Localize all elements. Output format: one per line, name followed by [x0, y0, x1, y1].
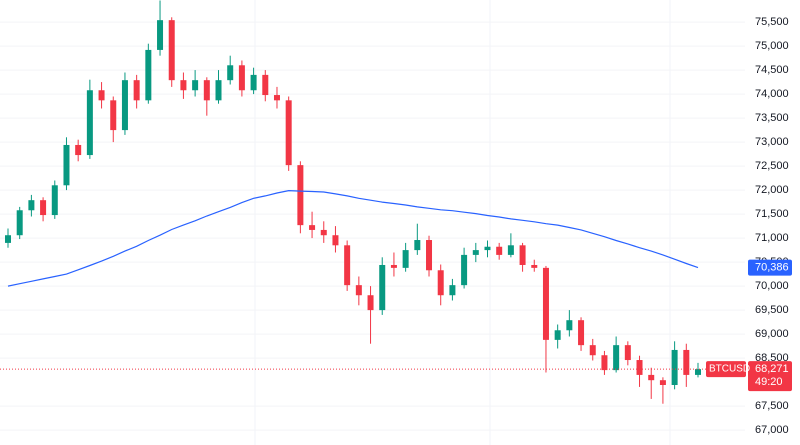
y-tick-label: 67,500 [755, 400, 789, 412]
candle-body [624, 345, 631, 361]
candle-body [390, 264, 397, 268]
candle-body [496, 246, 503, 255]
candle-body [98, 90, 105, 101]
candle-body [133, 80, 140, 101]
candle-body [227, 65, 234, 81]
candle-body [484, 246, 491, 251]
y-tick-label: 75,500 [755, 16, 789, 28]
candle-body [554, 330, 561, 340]
candle-body [461, 254, 468, 286]
price-label: 68,271 [755, 363, 789, 375]
candle-body [40, 200, 47, 216]
candle-body [121, 80, 128, 131]
candle-body [203, 80, 210, 101]
candle-body [695, 369, 701, 375]
ma-label-bg [748, 259, 792, 276]
candle-body [519, 245, 526, 265]
y-tick-label: 75,000 [755, 40, 789, 52]
candle-body [531, 264, 538, 268]
y-tick-label: 74,500 [755, 64, 789, 76]
candle-body [110, 100, 117, 131]
candle-body [192, 80, 199, 91]
candle-body [145, 49, 152, 101]
candle-body [683, 349, 690, 375]
candle-body [367, 295, 374, 311]
candle-body [355, 285, 362, 296]
candle-body [472, 250, 479, 255]
candle-body [344, 245, 351, 286]
candle-body [566, 320, 573, 331]
candle-body [180, 80, 187, 91]
candle-body [86, 90, 93, 156]
candle-body [601, 355, 608, 371]
candle-body [75, 144, 82, 156]
candle-body [215, 80, 222, 101]
candle-body [449, 285, 456, 296]
candle-body [613, 345, 620, 371]
candle-body [157, 20, 164, 50]
candle-body [402, 250, 409, 268]
candle-body [51, 185, 58, 216]
candle-body [659, 380, 666, 385]
candle-body [297, 165, 304, 226]
y-tick-label: 72,000 [755, 184, 789, 196]
candle-body [309, 225, 316, 230]
candle-body [250, 74, 257, 91]
y-tick-label: 68,500 [755, 352, 789, 364]
candle-body [379, 264, 386, 311]
candle-body [414, 240, 421, 251]
candle-body [507, 245, 514, 255]
y-tick-label: 69,500 [755, 304, 789, 316]
candle-body [168, 20, 175, 81]
candle-body [542, 267, 549, 340]
symbol-tag: BTCUSD [709, 364, 750, 375]
price-label-bg [748, 361, 792, 392]
symbol-tag-bg [706, 361, 746, 378]
candle-body [262, 74, 269, 96]
candle-body [238, 65, 245, 91]
candle-body [578, 320, 585, 346]
candle-body [437, 270, 444, 296]
candle-body [332, 235, 339, 246]
candle-body [285, 100, 292, 166]
y-tick-label: 72,500 [755, 160, 789, 172]
candle-body [320, 229, 327, 236]
candle-body [5, 235, 11, 243]
y-tick-label: 70,000 [755, 280, 789, 292]
y-tick-label: 71,000 [755, 232, 789, 244]
y-tick-label: 73,500 [755, 112, 789, 124]
candle-body [671, 349, 678, 385]
candle-body [589, 345, 596, 356]
y-tick-label: 74,000 [755, 88, 789, 100]
candle-body [28, 200, 35, 211]
y-tick-label: 69,000 [755, 328, 789, 340]
candle-body [63, 144, 70, 186]
candle-body [273, 95, 280, 101]
countdown: 49:20 [755, 376, 783, 388]
candle-body [648, 374, 655, 381]
candle-body [636, 360, 643, 375]
candle-body [16, 210, 23, 236]
y-tick-label: 71,500 [755, 208, 789, 220]
ma-label: 70,386 [755, 261, 789, 273]
candle-body [426, 240, 433, 271]
moving-average-line [7, 189, 699, 287]
y-tick-label: 67,000 [755, 424, 789, 436]
y-tick-label: 73,000 [755, 136, 789, 148]
